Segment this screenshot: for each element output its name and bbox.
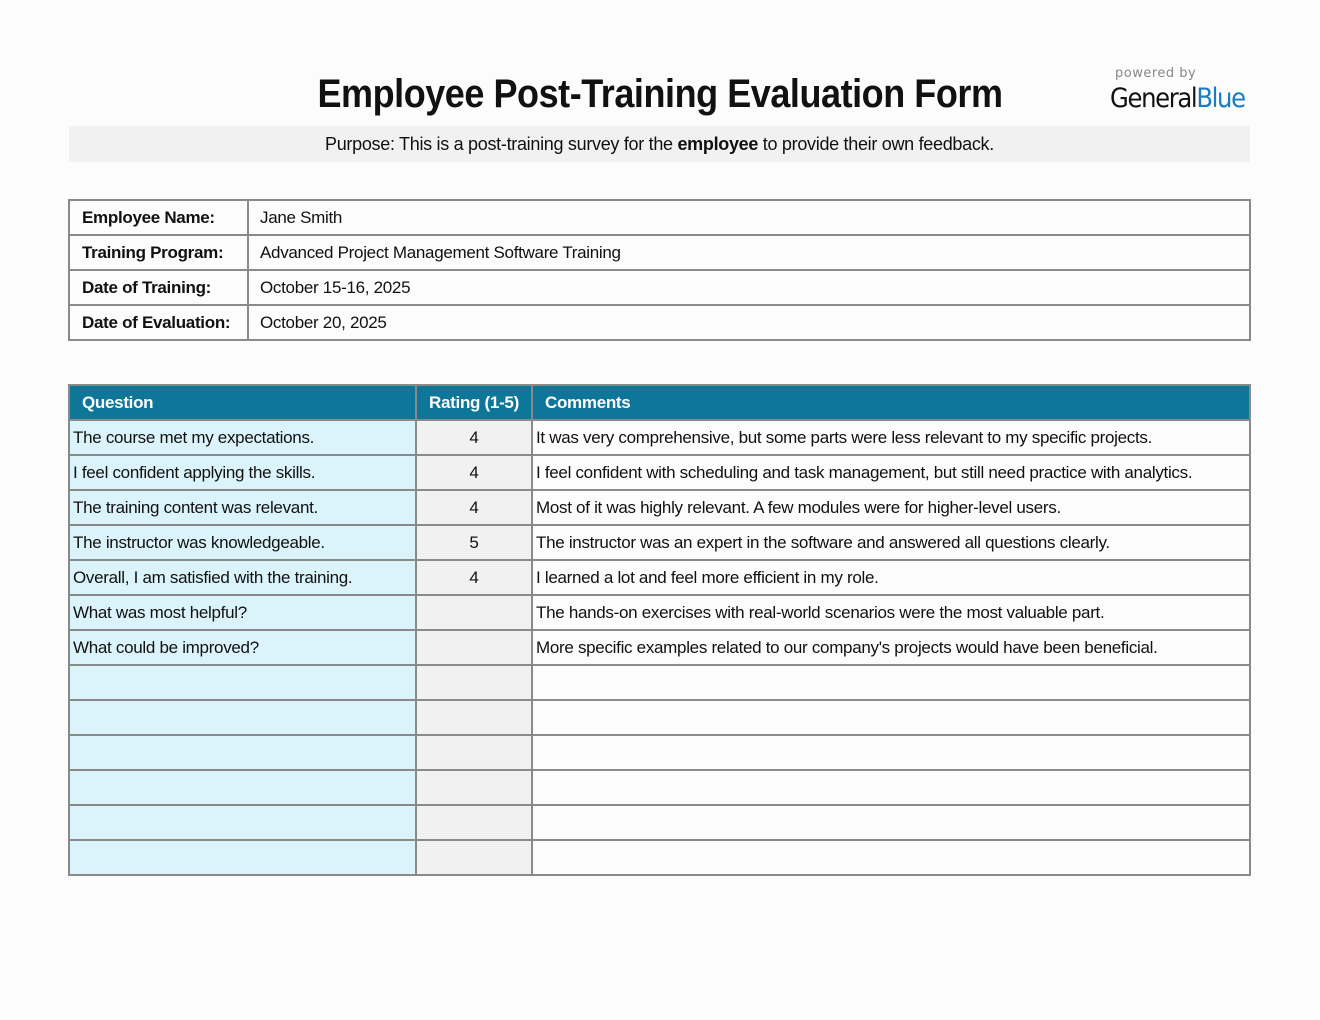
comment-cell[interactable]	[531, 734, 1251, 771]
question-cell[interactable]: What was most helpful?	[68, 594, 417, 631]
header-rating: Rating (1-5)	[415, 384, 533, 421]
generalblue-logo: powered by GeneralBlue	[1110, 66, 1260, 114]
info-row: Date of Training: October 15-16, 2025	[68, 269, 1251, 306]
comment-cell[interactable]: More specific examples related to our co…	[531, 629, 1251, 666]
comment-cell[interactable]	[531, 664, 1251, 701]
question-cell[interactable]	[68, 804, 417, 841]
rating-cell[interactable]	[415, 804, 533, 841]
table-row: The course met my expectations. 4 It was v…	[68, 419, 1251, 456]
question-cell[interactable]: I feel confident applying the skills.	[68, 454, 417, 491]
header-comments: Comments	[531, 384, 1251, 421]
question-cell[interactable]	[68, 699, 417, 736]
page-title: Employee Post-Training Evaluation Form	[317, 72, 1003, 116]
comment-cell[interactable]: It was very comprehensive, but some part…	[531, 419, 1251, 456]
comment-cell[interactable]: I learned a lot and feel more efficient …	[531, 559, 1251, 596]
question-cell[interactable]: What could be improved?	[68, 629, 417, 666]
employee-info-table: Employee Name: Jane Smith Training Program…	[68, 199, 1251, 341]
rating-cell[interactable]: 4	[415, 489, 533, 526]
question-cell[interactable]	[68, 769, 417, 806]
brand-name: GeneralBlue	[1110, 83, 1246, 114]
question-cell[interactable]	[68, 734, 417, 771]
info-label: Date of Training:	[68, 269, 249, 306]
table-row: The instructor was knowledgeable. 5 The in…	[68, 524, 1251, 561]
info-value[interactable]: October 20, 2025	[247, 304, 1251, 341]
rating-cell[interactable]: 4	[415, 419, 533, 456]
table-row: Overall, I am satisfied with the trainin…	[68, 559, 1251, 596]
evaluation-table: Question Rating (1-5) Comments The cours…	[68, 384, 1251, 876]
rating-cell[interactable]	[415, 839, 533, 876]
question-cell[interactable]: Overall, I am satisfied with the trainin…	[68, 559, 417, 596]
header-question: Question	[68, 384, 417, 421]
rating-cell[interactable]	[415, 769, 533, 806]
info-value[interactable]: October 15-16, 2025	[247, 269, 1251, 306]
question-cell[interactable]: The training content was relevant.	[68, 489, 417, 526]
comment-cell[interactable]	[531, 804, 1251, 841]
comment-cell[interactable]	[531, 769, 1251, 806]
purpose-bold: employee	[677, 134, 759, 154]
question-cell[interactable]: The course met my expectations.	[68, 419, 417, 456]
comment-cell[interactable]: The hands-on exercises with real-world s…	[531, 594, 1251, 631]
info-label: Employee Name:	[68, 199, 249, 236]
table-row	[68, 804, 1251, 841]
brand-general: General	[1110, 83, 1198, 114]
table-row	[68, 769, 1251, 806]
rating-cell[interactable]	[415, 629, 533, 666]
table-row: The training content was relevant. 4 Most …	[68, 489, 1251, 526]
rating-cell[interactable]	[415, 734, 533, 771]
table-row	[68, 664, 1251, 701]
info-row: Training Program: Advanced Project Manage…	[68, 234, 1251, 271]
info-value[interactable]: Jane Smith	[247, 199, 1251, 236]
info-row: Employee Name: Jane Smith	[68, 199, 1251, 236]
purpose-text: Purpose: This is a post-training survey …	[325, 134, 678, 154]
table-row: What could be improved? More specific exa…	[68, 629, 1251, 666]
info-label: Training Program:	[68, 234, 249, 271]
question-cell[interactable]	[68, 839, 417, 876]
rating-cell[interactable]	[415, 664, 533, 701]
table-row: I feel confident applying the skills. 4 I …	[68, 454, 1251, 491]
question-cell[interactable]	[68, 664, 417, 701]
info-label: Date of Evaluation:	[68, 304, 249, 341]
rating-cell[interactable]: 4	[415, 559, 533, 596]
brand-blue: Blue	[1196, 83, 1246, 114]
table-row: What was most helpful? The hands-on exerc…	[68, 594, 1251, 631]
purpose-text-end: to provide their own feedback.	[758, 134, 994, 154]
table-header-row: Question Rating (1-5) Comments	[68, 384, 1251, 421]
table-row	[68, 734, 1251, 771]
comment-cell[interactable]: The instructor was an expert in the soft…	[531, 524, 1251, 561]
rating-cell[interactable]	[415, 699, 533, 736]
comment-cell[interactable]: Most of it was highly relevant. A few mo…	[531, 489, 1251, 526]
table-row	[68, 699, 1251, 736]
info-row: Date of Evaluation: October 20, 2025	[68, 304, 1251, 341]
table-row	[68, 839, 1251, 876]
rating-cell[interactable]: 4	[415, 454, 533, 491]
powered-by-label: powered by	[1115, 66, 1197, 81]
comment-cell[interactable]	[531, 839, 1251, 876]
info-value[interactable]: Advanced Project Management Software Tra…	[247, 234, 1251, 271]
rating-cell[interactable]: 5	[415, 524, 533, 561]
rating-cell[interactable]	[415, 594, 533, 631]
comment-cell[interactable]: I feel confident with scheduling and tas…	[531, 454, 1251, 491]
question-cell[interactable]: The instructor was knowledgeable.	[68, 524, 417, 561]
purpose-banner: Purpose: This is a post-training survey …	[69, 126, 1250, 162]
comment-cell[interactable]	[531, 699, 1251, 736]
